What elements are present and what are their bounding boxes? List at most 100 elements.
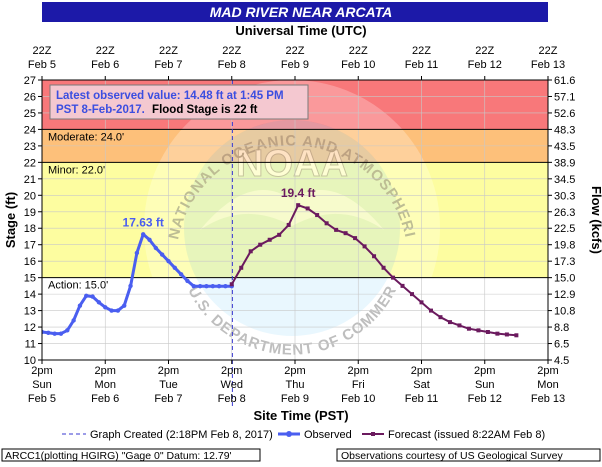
x-bottom-tick-day: Mon xyxy=(95,379,116,391)
forecast-point xyxy=(514,333,519,338)
x-top-tick-date: Feb 6 xyxy=(91,59,119,71)
info-box-date: PST 8-Feb-2017. xyxy=(56,104,145,116)
y-right-tick-label: 34.5 xyxy=(554,174,575,186)
observed-point xyxy=(42,329,45,335)
x-top-tick-date: Feb 8 xyxy=(218,59,246,71)
y-right-tick-label: 57.1 xyxy=(554,91,575,103)
x-bottom-tick-time: 2pm xyxy=(411,365,432,377)
y-right-tick-label: 38.9 xyxy=(554,157,575,169)
footer-right-box xyxy=(336,448,601,462)
y-left-tick-label: 24 xyxy=(24,124,36,136)
forecast-point xyxy=(343,231,348,236)
x-top-tick-label: 22Z xyxy=(539,45,558,57)
forecast-point xyxy=(267,237,272,242)
forecast-point xyxy=(239,265,244,270)
forecast-point xyxy=(362,244,367,249)
y-left-tick-label: 15 xyxy=(24,273,36,285)
x-bottom-tick-day: Sun xyxy=(32,379,52,391)
y-right-tick-label: 43.5 xyxy=(554,141,575,153)
x-bottom-tick-day: Sun xyxy=(475,379,495,391)
forecast-point xyxy=(334,227,339,232)
y-left-tick-label: 26 xyxy=(24,91,36,103)
x-top-tick-label: 22Z xyxy=(475,45,494,57)
x-bottom-tick-time: 2pm xyxy=(31,365,52,377)
observed-point xyxy=(172,265,178,270)
observed-point xyxy=(103,305,108,310)
footer-left-box xyxy=(1,448,261,462)
data-series xyxy=(42,203,519,338)
x-top-tick-label: 22Z xyxy=(286,45,305,57)
forecast-point xyxy=(495,331,500,336)
y-left-tick-label: 17 xyxy=(24,240,36,252)
x-top-tick-date: Feb 10 xyxy=(341,59,375,71)
top-x-axis: 22Z Feb 5 22Z Feb 6 22Z Feb 7 22Z Feb 8 22Z Feb 9… xyxy=(28,45,565,80)
y-left-tick-label: 13 xyxy=(24,306,36,318)
forecast-point xyxy=(381,265,386,270)
forecast-point xyxy=(419,300,424,305)
observed-point xyxy=(52,331,57,336)
forecast-point xyxy=(428,308,433,313)
watermark-gull xyxy=(200,190,384,230)
y-left-tick-label: 19 xyxy=(24,207,36,219)
title-bar xyxy=(42,2,548,22)
y-right-tick-label: 10.8 xyxy=(554,306,575,318)
observed-point xyxy=(147,237,152,242)
observed-point xyxy=(216,284,222,289)
y-right-tick-label: 26.3 xyxy=(554,207,575,219)
y-right-tick-label: 4.5 xyxy=(554,355,569,367)
forecast-point xyxy=(296,203,301,208)
forecast-point xyxy=(353,236,358,241)
observed-point xyxy=(159,252,165,257)
threshold-label: Moderate: 24.0' xyxy=(48,131,124,143)
x-bottom-tick-time: 2pm xyxy=(95,365,116,377)
chart-title: MAD RIVER NEAR ARCATA xyxy=(210,4,393,20)
forecast-point xyxy=(410,292,415,297)
info-box-line1: Latest observed value: 14.48 ft at 1:45 … xyxy=(56,90,284,102)
y-left-tick-label: 10 xyxy=(24,355,36,367)
footer-right: Observations courtesy of US Geological S… xyxy=(341,450,564,462)
y-left-tick-label: 11 xyxy=(25,339,36,351)
observed-point xyxy=(109,308,114,313)
legend-observed-marker xyxy=(286,431,292,437)
y-right-tick-label: 17.3 xyxy=(554,256,575,268)
x-bottom-tick-time: 2pm xyxy=(474,365,495,377)
forecast-point xyxy=(277,232,282,237)
y-left-tick-label: 20 xyxy=(24,190,36,202)
forecast-point xyxy=(485,330,490,334)
y-right-tick-label: 48.3 xyxy=(554,124,575,136)
y-left-tick-label: 14 xyxy=(24,289,36,301)
y-left-tick-label: 12 xyxy=(24,322,36,334)
y-right-tick-label: 61.6 xyxy=(554,75,575,87)
peak-label: 19.4 ft xyxy=(281,186,316,200)
y-right-tick-label: 15.0 xyxy=(554,273,575,285)
forecast-point xyxy=(286,222,291,227)
observed-point xyxy=(197,284,203,289)
forecast-point xyxy=(324,221,329,226)
x-bottom-tick-time: 2pm xyxy=(221,365,242,377)
x-top-tick-date: Feb 5 xyxy=(28,59,56,71)
observed-point xyxy=(134,250,140,256)
peak-labels: 17.63 ft 19.4 ft xyxy=(123,186,316,229)
y-left-tick-label: 23 xyxy=(24,141,36,153)
x-bottom-tick-date: Feb 12 xyxy=(468,393,502,405)
legend: Graph Created (2:18PM Feb 8, 2017) Obser… xyxy=(62,429,545,441)
forecast-point xyxy=(457,323,462,328)
x-top-tick-label: 22Z xyxy=(33,45,52,57)
y-right-tick-label: 8.8 xyxy=(554,322,569,334)
observed-point xyxy=(204,284,209,289)
observed-point xyxy=(84,293,89,298)
observed-point xyxy=(141,232,146,237)
x-bottom-tick-day: Thu xyxy=(286,379,305,391)
forecast-point xyxy=(372,254,377,259)
legend-observed-label: Observed xyxy=(304,429,352,441)
y-left-tick-label: 18 xyxy=(24,223,36,235)
x-bottom-tick-date: Feb 6 xyxy=(91,393,119,405)
x-bottom-tick-date: Feb 8 xyxy=(218,393,246,405)
forecast-point xyxy=(248,249,253,254)
observed-point xyxy=(58,331,64,336)
x-bottom-tick-time: 2pm xyxy=(348,365,369,377)
x-bottom-tick-date: Feb 9 xyxy=(281,393,309,405)
legend-created-label: Graph Created (2:18PM Feb 8, 2017) xyxy=(90,429,273,441)
